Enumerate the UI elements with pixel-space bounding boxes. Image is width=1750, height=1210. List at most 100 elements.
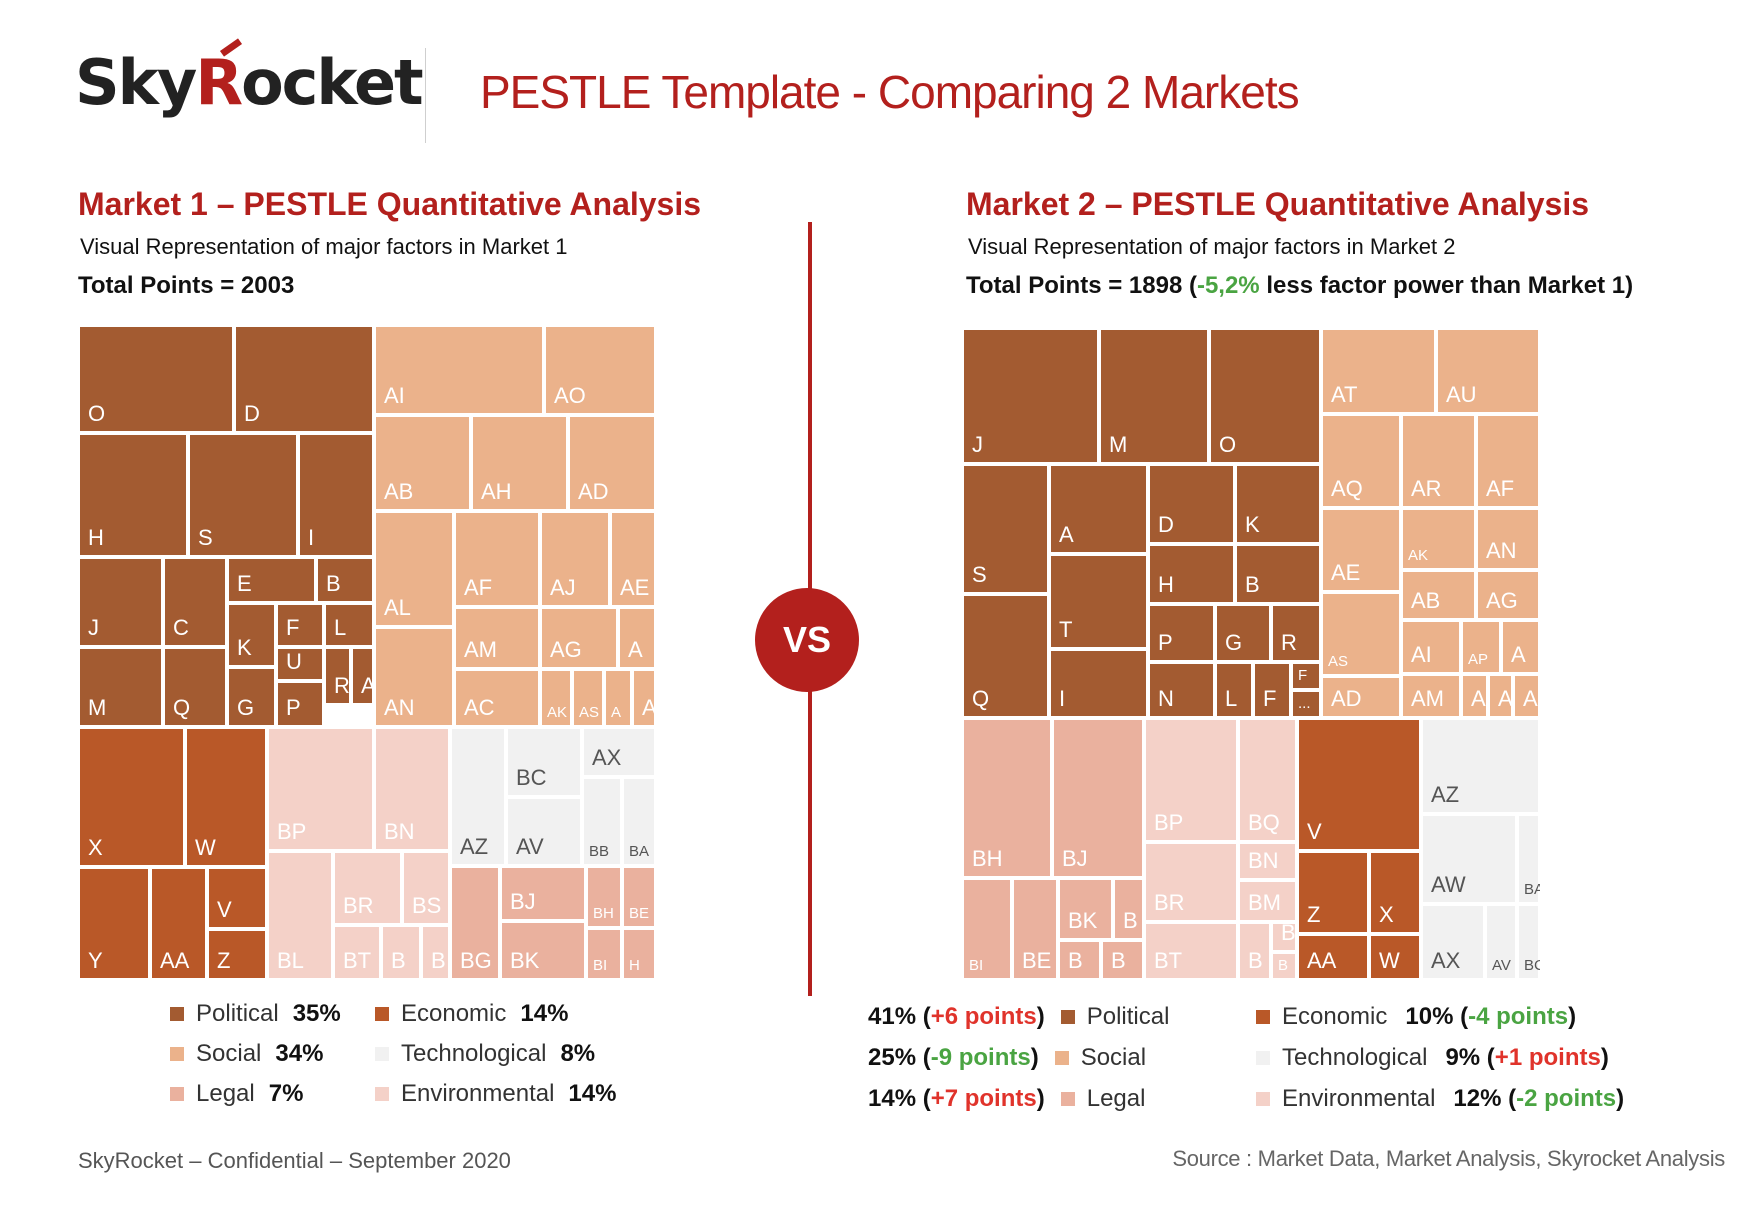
tile-label: M [88,695,107,720]
market1-tile-political: D [234,325,374,433]
market1-tile-social: AK [540,669,572,727]
tile-label: BR [1154,890,1185,915]
tile-label: AR [1411,476,1442,501]
legend-label: Legal [196,1080,255,1107]
market2-tile-political: F [1291,662,1321,690]
tile-label: AS [1328,653,1349,670]
tile-label: BH [972,846,1003,871]
tile-label: I [308,525,315,550]
market2-tile-legal: B [1101,940,1144,980]
legend-item-economic: Economic 14% [375,1000,568,1028]
tile-label: BB [589,843,610,860]
legend-item-technological: Technological 9% (+1 points) [1256,1044,1609,1072]
market2-tile-technological: AV [1485,904,1517,980]
market1-tile-political: Q [163,647,227,727]
tile-label: BP [1154,810,1184,835]
market1-subtitle: Visual Representation of major factors i… [80,234,568,259]
market2-tile-social: AD [1321,676,1401,718]
market2-total: Total Points = 1898 (-5,2% less factor p… [966,272,1633,300]
tile-label: AE [620,575,650,600]
tile-label: BS [412,893,442,918]
tile-label: AQ [1331,476,1363,501]
market1-tile-social: AI [374,325,544,415]
market1-tile-social: AL [374,511,454,627]
tile-label: AM [464,637,497,662]
tile-label: AG [550,637,582,662]
market1-tile-environmental: B [421,925,450,980]
market2-tile-political: M [1099,328,1209,464]
market2-tile-legal: B [1113,878,1144,940]
tile-label: B [1278,957,1289,974]
tile-label: AC [464,695,495,720]
market2-tile-social: A [1501,620,1540,674]
tile-label: BN [384,819,415,844]
market1-tile-political: B [316,557,374,603]
tile-label: D [244,401,260,426]
tile-label: BE [1022,948,1052,973]
market2-tile-social: AF [1476,414,1540,508]
tile-label: AF [1486,476,1515,501]
tile-label: X [1379,902,1394,927]
market1-tile-social: AE [610,511,654,607]
tile-label: W [1379,948,1400,973]
legend-label: Environmental [1282,1085,1436,1112]
market1-tile-economic: V [207,867,267,929]
market2-tile-social: AE [1321,508,1401,592]
legend-label: Economic [401,1000,507,1027]
tile-label: BE [629,905,650,922]
vs-divider-bottom [808,690,812,996]
vs-divider-top [808,222,812,592]
tile-label: K [237,635,252,660]
market2-tile-legal: BJ [1052,718,1144,878]
market1-treemap: O D H S I J C E B K F L U R A M Q G P AI AO AB AH AD AL AF AJ AE AM A… [78,325,654,980]
legend-delta: -2 points [1516,1085,1617,1112]
tile-label: S [198,525,213,550]
market1-tile-political: G [227,667,276,727]
tile-label: B [1281,920,1296,945]
market1-tile-social: AF [454,511,540,607]
market1-title: Market 1 – PESTLE Quantitative Analysis [78,186,702,222]
legend-swatch [170,1047,184,1061]
tile-label: I [1059,686,1066,711]
footer-confidential: SkyRocket – Confidential – September 202… [78,1148,511,1173]
market1-tile-political: A [351,647,376,705]
legend-swatch [375,1047,389,1061]
tile-label: Y [88,948,103,973]
tile-label: B [1248,948,1263,973]
tile-label: AS [579,704,600,721]
market1-tile-environmental: BR [333,851,402,925]
tile-label: D [1158,512,1174,537]
tile-label: O [88,401,106,426]
market1-tile-political: F [276,603,324,647]
market1-tile-technological: AZ [450,727,506,866]
market1-tile-environmental: BN [374,727,450,851]
tile-label: Q [173,695,191,720]
tile-label: BC [516,765,547,790]
market1-tile-social: AB [374,415,471,511]
market1-tile-political: O [78,325,234,433]
tile-label: AV [1492,957,1511,974]
legend-swatch [1256,1010,1270,1024]
market2-tile-environmental: BN [1238,842,1297,880]
legend-item-social: Social 34% [170,1040,323,1068]
tile-label: AO [554,383,586,408]
tile-label: BK [1068,908,1098,933]
tile-label: AF [464,575,493,600]
market2-tile-political: I [1049,649,1148,718]
market1-tile-environmental: BL [267,851,333,980]
tile-label: L [334,615,347,640]
market2-tile-technological: AZ [1421,718,1540,814]
legend-item-legal: 14% (+7 points) Legal [868,1085,1159,1113]
market1-tile-technological: BA [622,777,654,866]
market2-tile-political: N [1148,662,1215,718]
tile-label: B [431,948,446,973]
tile-label: AI [1411,642,1432,667]
legend-delta: +7 points [930,1085,1037,1112]
market2-tile-environmental: BQ [1238,718,1297,842]
tile-label: BQ [1248,810,1280,835]
legend-comparison: 9% (+1 points) [1445,1044,1609,1071]
tile-label: C [173,615,189,640]
market2-tile-political: G [1215,604,1271,662]
market2-total-suffix: less factor power than Market 1) [1259,272,1634,299]
market2-tile-political: P [1148,604,1215,662]
